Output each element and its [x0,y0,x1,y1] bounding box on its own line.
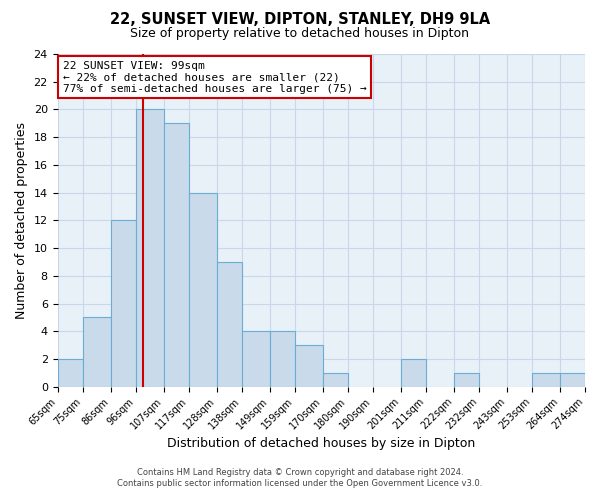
Bar [110,220,136,386]
Y-axis label: Number of detached properties: Number of detached properties [15,122,28,319]
Bar [454,373,479,386]
Bar [164,124,189,386]
Bar [58,359,83,386]
Bar [560,373,585,386]
Bar [401,359,426,386]
Text: Contains HM Land Registry data © Crown copyright and database right 2024.
Contai: Contains HM Land Registry data © Crown c… [118,468,482,487]
Bar [323,373,348,386]
Bar [242,332,269,386]
Bar [269,332,295,386]
X-axis label: Distribution of detached houses by size in Dipton: Distribution of detached houses by size … [167,437,475,450]
Bar [532,373,560,386]
Text: 22 SUNSET VIEW: 99sqm
← 22% of detached houses are smaller (22)
77% of semi-deta: 22 SUNSET VIEW: 99sqm ← 22% of detached … [63,60,367,94]
Bar [295,345,323,387]
Bar [217,262,242,386]
Bar [136,110,164,386]
Bar [83,318,110,386]
Text: 22, SUNSET VIEW, DIPTON, STANLEY, DH9 9LA: 22, SUNSET VIEW, DIPTON, STANLEY, DH9 9L… [110,12,490,28]
Bar [189,192,217,386]
Text: Size of property relative to detached houses in Dipton: Size of property relative to detached ho… [131,28,470,40]
